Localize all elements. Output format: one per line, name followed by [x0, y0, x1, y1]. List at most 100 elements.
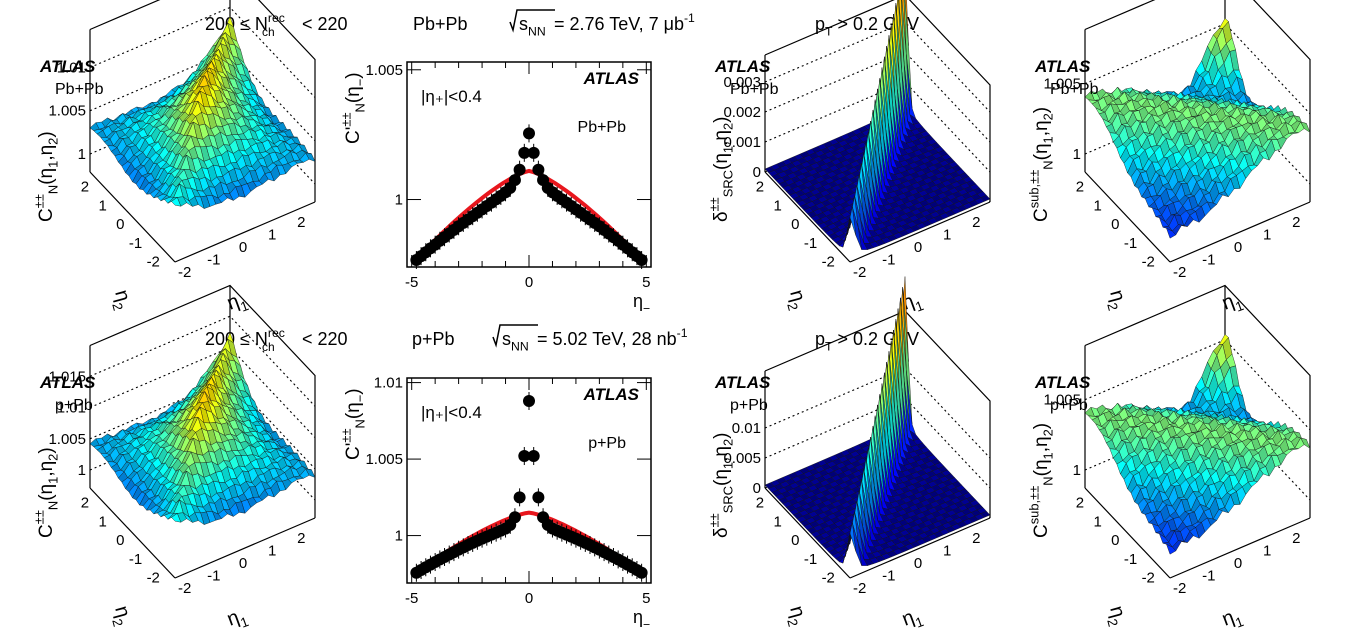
fit-curve — [415, 510, 643, 574]
eta1-tick-label: -2 — [1173, 580, 1186, 597]
eta2-tick-label: 2 — [756, 495, 764, 512]
eta2-tick-label: 2 — [81, 179, 89, 196]
eta-minus-tick-label: 0 — [525, 590, 533, 607]
eta2-tick-label: 1 — [1093, 513, 1101, 530]
projection-panel-0: -5 0 5 1 1.005 |η₊|<0.4 ATLAS Pb+Pb — [365, 61, 652, 291]
surface-mesh — [1084, 18, 1311, 239]
eta-minus-tick-label: 5 — [642, 590, 650, 607]
eta2-tick-label: -2 — [822, 254, 835, 271]
eta1-tick-label: 1 — [1263, 227, 1271, 244]
y-tick-label: 1.005 — [365, 62, 403, 79]
z-tick-label: 1 — [1073, 462, 1081, 479]
eta1-tick-label: -2 — [1173, 264, 1186, 281]
data-point — [635, 566, 648, 579]
eta-minus-axis-label: η− — [633, 607, 650, 631]
atlas-label: ATLAS — [39, 373, 96, 392]
sqrt-sign — [492, 324, 538, 348]
header-sqrt-snn: sNN — [502, 329, 529, 353]
eta2-tick-label: 1 — [98, 513, 106, 530]
data-point — [532, 163, 545, 176]
eta1-tick-label: 0 — [1234, 239, 1242, 256]
eta1-tick-label: 1 — [268, 543, 276, 560]
y-tick-label: 1 — [395, 192, 403, 209]
eta2-tick-label: 0 — [116, 216, 124, 233]
y-tick-label: 1.01 — [374, 375, 403, 392]
eta1-tick-label: 0 — [239, 555, 247, 572]
collision-system-label: p+Pb — [730, 397, 768, 414]
header-collision-system: Pb+Pb — [413, 14, 468, 34]
eta1-tick-label: 2 — [1292, 530, 1300, 547]
eta2-tick-label: 0 — [1111, 216, 1119, 233]
data-point — [513, 163, 526, 176]
header-multiplicity-cut: < 220 — [302, 329, 348, 349]
eta2-tick-label: 1 — [98, 197, 106, 214]
eta1-tick-label: 2 — [297, 214, 305, 231]
data-point — [527, 146, 540, 159]
eta1-tick-label: -1 — [882, 252, 895, 269]
sub-axis-title: Csub,±±N(η1,η2) — [1026, 423, 1055, 538]
eta1-tick-label: -1 — [882, 568, 895, 585]
eta2-tick-label: -1 — [1124, 551, 1137, 568]
z-tick-label: 1.01 — [57, 59, 86, 76]
eta1-tick-label: 2 — [297, 530, 305, 547]
eta-minus-tick-label: -5 — [405, 274, 418, 291]
eta1-tick-label: -1 — [1202, 252, 1215, 269]
collision-system-label: Pb+Pb — [1050, 81, 1099, 98]
eta1-tick-label: 0 — [239, 239, 247, 256]
eta2-tick-label: 0 — [1111, 532, 1119, 549]
eta1-tick-label: 1 — [1263, 543, 1271, 560]
eta2-tick-label: 0 — [791, 532, 799, 549]
header-sqrt-snn: sNN — [519, 14, 546, 38]
surface-mesh — [1084, 334, 1311, 555]
cn-axis-title: C±±N(η1,η2) — [31, 447, 60, 538]
atlas-label: ATLAS — [583, 385, 640, 404]
eta2-tick-label: 1 — [1093, 197, 1101, 214]
eta2-tick-label: 2 — [756, 179, 764, 196]
eta1-tick-label: -1 — [207, 252, 220, 269]
header-multiplicity-cut: < 220 — [302, 14, 348, 34]
eta2-axis-label: η2 — [781, 604, 811, 629]
eta1-axis-label: η1 — [1219, 604, 1245, 633]
atlas-label: ATLAS — [1034, 373, 1091, 392]
data-point — [518, 146, 531, 159]
eta2-tick-label: -2 — [147, 570, 160, 587]
cn-projection-axis-title: C'±±N(η−) — [338, 72, 367, 144]
eta1-tick-label: 1 — [943, 543, 951, 560]
data-point — [513, 491, 526, 504]
eta-minus-tick-label: 5 — [642, 274, 650, 291]
collision-system-label: Pb+Pb — [578, 119, 627, 136]
header-multiplicity-sub: ch — [262, 340, 275, 354]
eta2-axis-label: η2 — [1101, 288, 1131, 313]
eta1-tick-label: -2 — [178, 264, 191, 281]
z-tick-label: 0 — [753, 480, 761, 497]
eta1-axis-label: η1 — [899, 604, 925, 633]
atlas-label: ATLAS — [714, 57, 771, 76]
eta2-tick-label: -1 — [129, 551, 142, 568]
data-point — [532, 491, 545, 504]
projection-panel-1: -5 0 5 1 1.005 1.01 |η₊|<0.4 ATLAS p+Pb — [365, 375, 652, 607]
eta2-tick-label: -2 — [822, 570, 835, 587]
eta2-axis-label: η2 — [1101, 604, 1131, 629]
z-tick-label: 0.003 — [723, 74, 761, 91]
eta2-tick-label: -1 — [1124, 235, 1137, 252]
z-tick-label: 1.005 — [1043, 392, 1081, 409]
sub-axis-title: Csub,±±N(η1,η2) — [1026, 107, 1055, 222]
data-point — [523, 127, 535, 140]
collision-system-label: Pb+Pb — [55, 81, 104, 98]
back-walls: 0 0.005 0.01 — [723, 310, 991, 519]
eta2-tick-label: -2 — [1142, 254, 1155, 271]
y-tick-label: 1.005 — [365, 451, 403, 468]
eta2-axis-label: η2 — [781, 288, 811, 313]
z-tick-label: 1 — [1073, 146, 1081, 163]
surface-mesh — [89, 15, 316, 210]
